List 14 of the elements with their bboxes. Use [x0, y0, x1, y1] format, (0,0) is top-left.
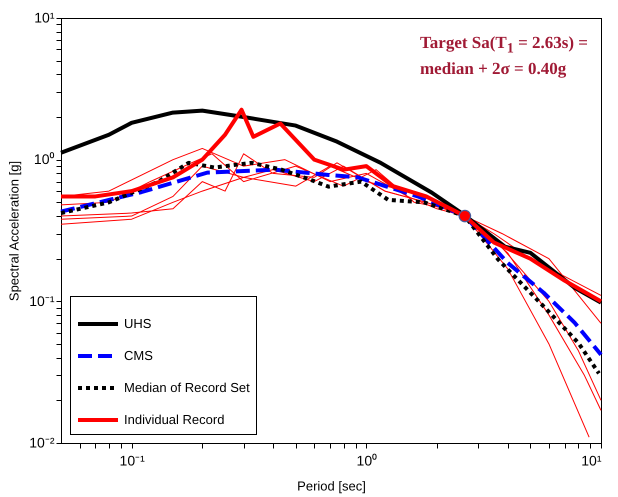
legend-label: Individual Record — [124, 412, 224, 427]
y-tick-label: 10¹ — [34, 10, 55, 26]
annotation: Target Sa(T$_{1}$ = 2.63s) = median + 2σ = 0.40g — [420, 32, 588, 80]
x-axis-title: Period [sec] — [297, 478, 366, 494]
legend-label: UHS — [124, 316, 152, 331]
y-axis-title: Spectral Acceleration [g] — [6, 160, 22, 302]
y-tick-label: 10⁻¹ — [29, 292, 55, 309]
x-tick-label: 10¹ — [581, 452, 602, 468]
legend-label: Median of Record Set — [124, 380, 250, 395]
y-tick-label: 10⁰ — [34, 151, 54, 168]
y-tick-label: 10⁻² — [29, 434, 55, 450]
x-tick-label: 10⁻¹ — [120, 452, 146, 468]
x-tick-label: 10⁰ — [356, 452, 378, 468]
legend-label: CMS — [124, 348, 154, 363]
